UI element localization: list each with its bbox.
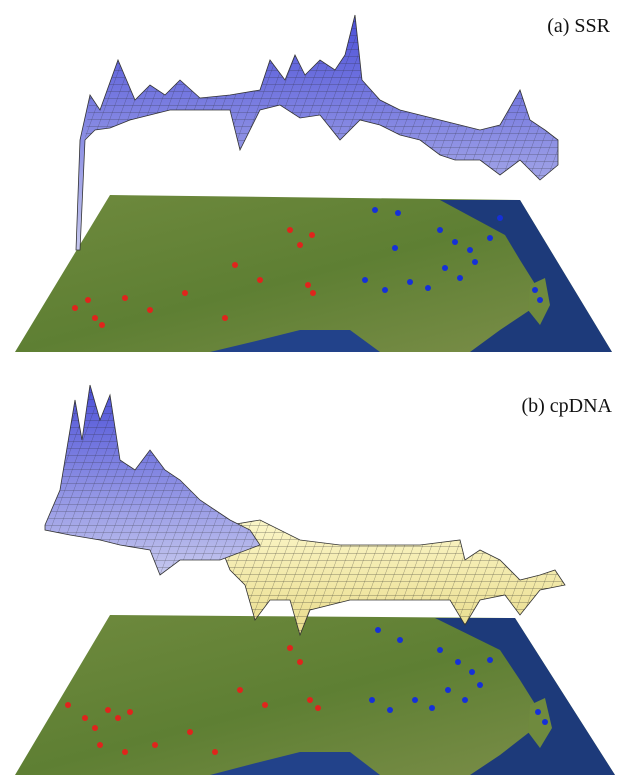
panel-label: (a) SSR <box>547 15 610 37</box>
map-b <box>15 615 615 775</box>
map-a <box>15 195 612 352</box>
panel-label: (b) cpDNA <box>521 395 612 417</box>
figure: (a) SSR (b) cpDNA <box>0 0 620 778</box>
surface-b <box>45 385 565 635</box>
